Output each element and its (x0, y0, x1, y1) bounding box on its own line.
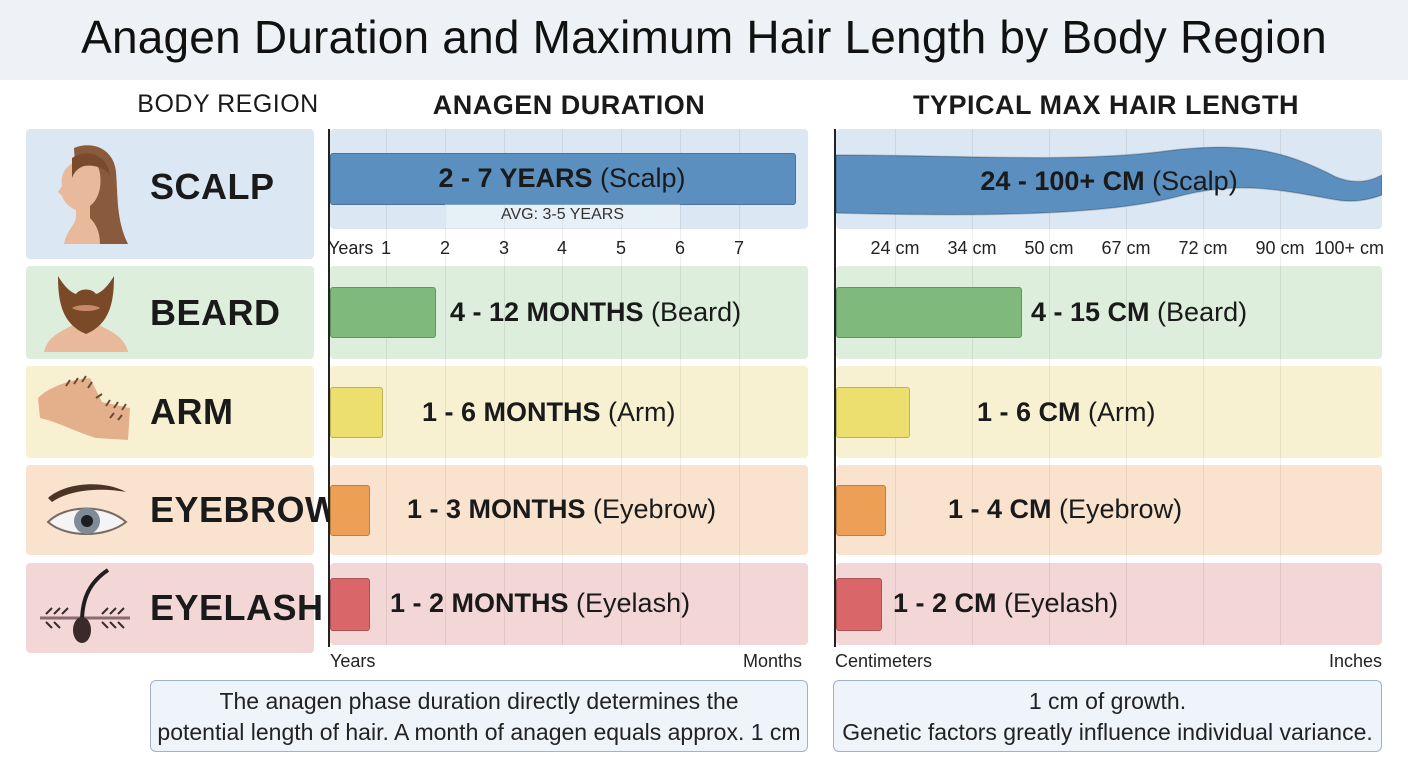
chart-title: Anagen Duration and Maximum Hair Length … (81, 11, 1327, 63)
column-header-region: BODY REGION (137, 90, 319, 118)
duration-axis-line (328, 129, 330, 647)
region-name-scalp: SCALP (150, 166, 275, 207)
note-left: The anagen phase duration directly deter… (150, 680, 808, 752)
region-name-beard: BEARD (150, 292, 281, 333)
duration-bar-beard (330, 287, 436, 338)
hair-follicle-icon (40, 568, 130, 643)
duration-axis-unit: Years (328, 238, 374, 258)
column-header-length: TYPICAL MAX HAIR LENGTH (912, 90, 1299, 120)
length-label-scalp: 24 - 100+ CM (Scalp) (980, 166, 1238, 196)
length-bar-eyebrow (836, 485, 886, 536)
duration-bar-eyebrow (330, 485, 370, 536)
region-card-eyelash (26, 563, 314, 653)
title-band (0, 0, 1408, 80)
note-right-line: 1 cm of growth. (1028, 688, 1187, 714)
duration-bar-scalp (330, 153, 796, 205)
gridline (621, 129, 622, 645)
length-tick: 67 cm (1101, 238, 1151, 258)
length-axis-footer-right: Inches (1328, 651, 1382, 671)
gridline (1126, 129, 1127, 645)
duration-tick: 5 (615, 238, 626, 258)
duration-tick: 2 (439, 238, 450, 258)
duration-label-beard: 4 - 12 MONTHS (Beard) (450, 297, 742, 327)
duration-bar-eyelash (330, 578, 370, 631)
duration-tick: 3 (498, 238, 509, 258)
gridline (1280, 129, 1281, 645)
length-label-eyelash: 1 - 2 CM (Eyelash) (893, 588, 1119, 618)
duration-row-arm (330, 366, 808, 458)
duration-label-eyelash: 1 - 2 MONTHS (Eyelash) (390, 588, 691, 618)
length-row-eyelash (836, 563, 1382, 645)
duration-label-eyebrow: 1 - 3 MONTHS (Eyebrow) (407, 494, 717, 524)
woman-profile-icon (58, 145, 128, 244)
gridline (680, 129, 681, 645)
length-row-eyebrow (836, 465, 1382, 555)
length-tick: 100+ cm (1314, 238, 1384, 258)
region-name-eyebrow: EYEBROW (150, 489, 340, 530)
gridline (1049, 129, 1050, 645)
note-right-line: Genetic factors greatly influence indivi… (842, 719, 1373, 745)
length-label-arm: 1 - 6 CM (Arm) (977, 397, 1156, 427)
gridline (445, 129, 446, 645)
duration-bar-arm (330, 387, 383, 438)
gridline (504, 129, 505, 645)
duration-tick: 7 (733, 238, 744, 258)
length-tick: 90 cm (1255, 238, 1305, 258)
length-row-arm (836, 366, 1382, 458)
eye-icon (46, 484, 128, 535)
length-tick: 50 cm (1024, 238, 1074, 258)
length-tick: 72 cm (1178, 238, 1228, 258)
length-tick: 24 cm (870, 238, 920, 258)
length-label-eyebrow: 1 - 4 CM (Eyebrow) (948, 494, 1183, 524)
duration-label-scalp: 2 - 7 YEARS (Scalp) (438, 163, 686, 193)
length-label-beard: 4 - 15 CM (Beard) (1031, 297, 1248, 327)
note-right: 1 cm of growth. Genetic factors greatly … (833, 680, 1382, 752)
gridline (739, 129, 740, 645)
region-name-arm: ARM (150, 391, 234, 432)
duration-axis-footer-right: Months (742, 651, 802, 671)
length-axis-line (834, 129, 836, 647)
duration-axis-footer-left: Years (330, 651, 376, 671)
column-header-duration: ANAGEN DURATION (432, 90, 706, 120)
duration-row-eyebrow (330, 465, 808, 555)
note-left-line: The anagen phase duration directly deter… (219, 688, 739, 714)
arm-icon (38, 375, 130, 440)
note-left-line: potential length of hair. A month of ana… (157, 719, 801, 745)
duration-tick: 6 (674, 238, 685, 258)
duration-tick: 1 (380, 238, 391, 258)
duration-label-arm: 1 - 6 MONTHS (Arm) (422, 397, 676, 427)
duration-tick: 4 (556, 238, 567, 258)
gridline (1203, 129, 1204, 645)
length-bar-scalp (836, 146, 1382, 216)
gridline (386, 129, 387, 645)
beard-icon (44, 276, 128, 352)
length-bar-arm (836, 387, 911, 438)
gridline (972, 129, 973, 645)
length-axis-footer-left: Centimeters (835, 651, 933, 671)
length-tick: 34 cm (947, 238, 997, 258)
gridline (562, 129, 563, 645)
length-bar-eyelash (836, 578, 882, 631)
scalp-average-label: AVG: 3-5 YEARS (445, 204, 680, 228)
region-name-eyelash: EYELASH (150, 587, 324, 628)
duration-row-eyelash (330, 563, 808, 645)
length-bar-beard (836, 287, 1022, 338)
